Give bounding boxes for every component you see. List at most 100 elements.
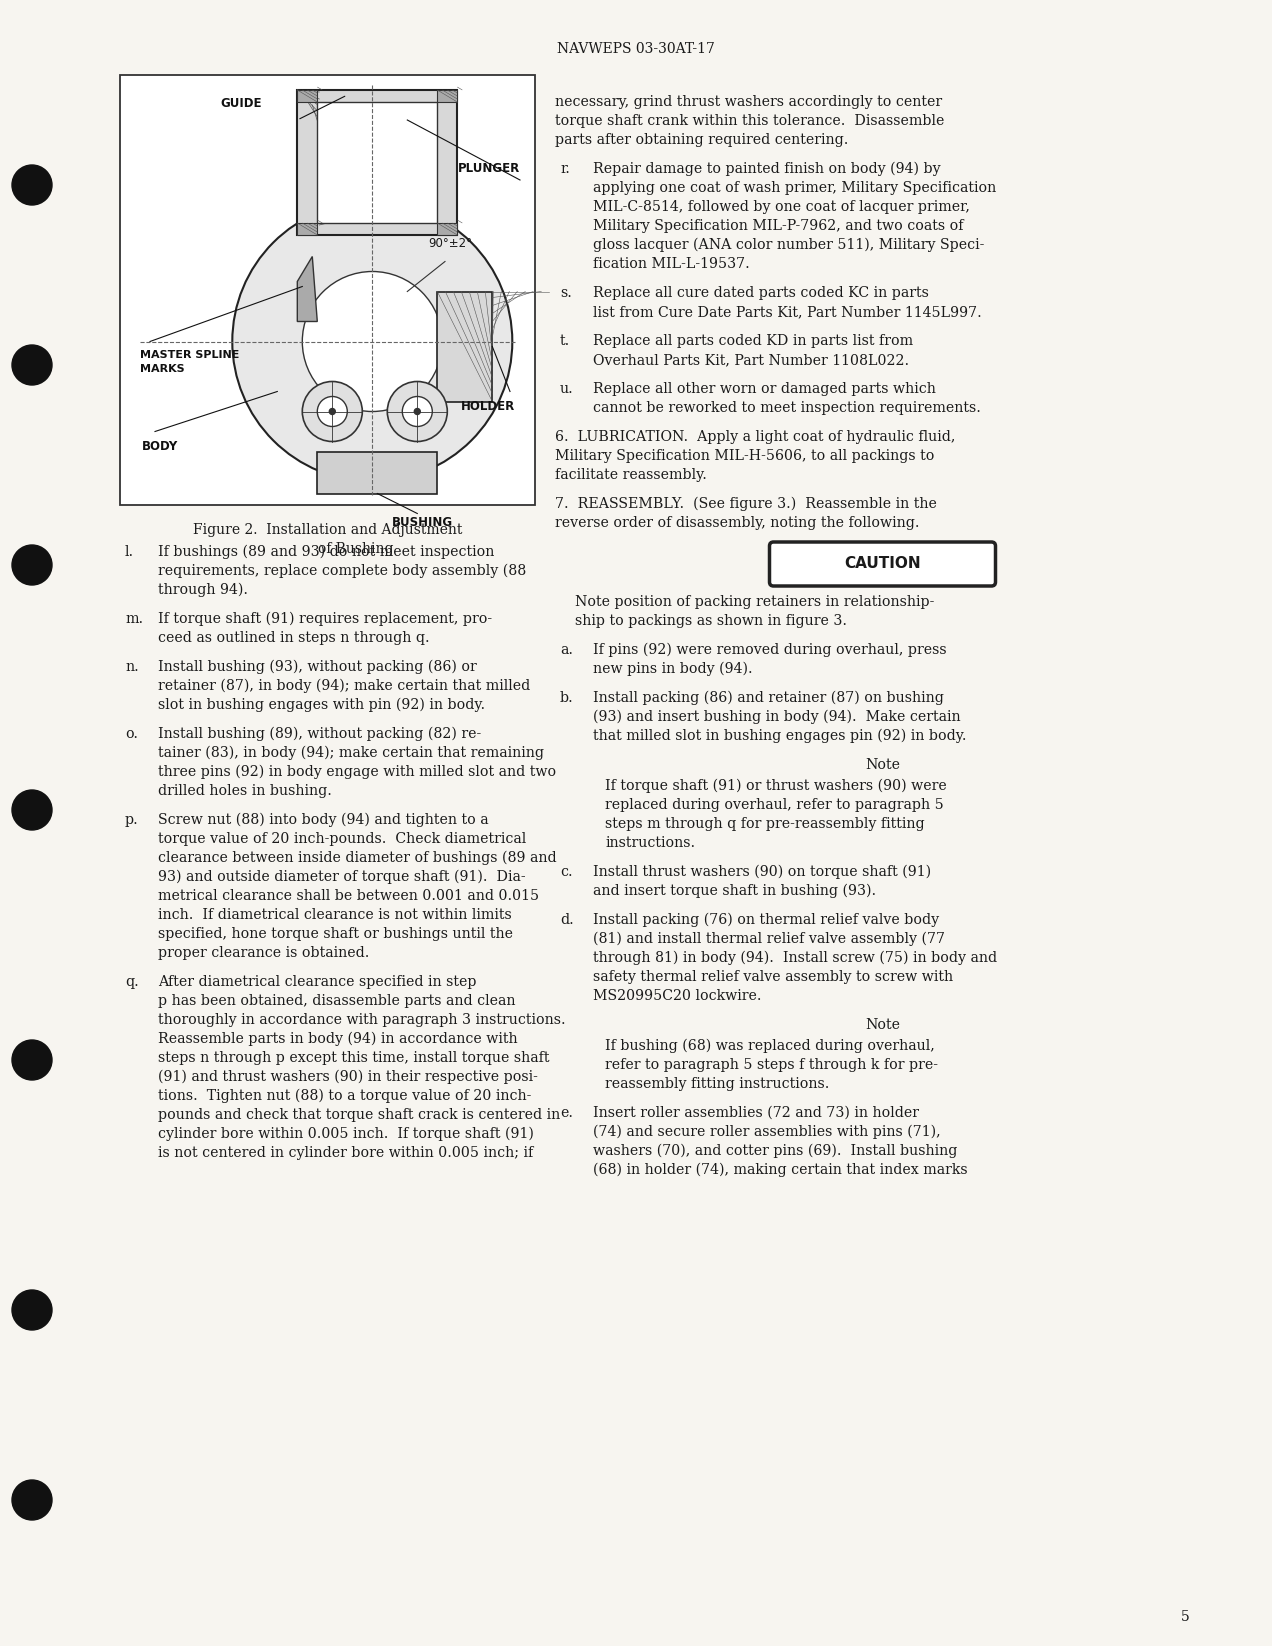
Text: thoroughly in accordance with paragraph 3 instructions.: thoroughly in accordance with paragraph …	[158, 1012, 566, 1027]
Text: Figure 2.  Installation and Adjustment: Figure 2. Installation and Adjustment	[193, 523, 462, 537]
Text: MS20995C20 lockwire.: MS20995C20 lockwire.	[593, 989, 762, 1002]
Circle shape	[415, 408, 420, 415]
Text: e.: e.	[560, 1106, 572, 1119]
Text: retainer (87), in body (94); make certain that milled: retainer (87), in body (94); make certai…	[158, 680, 530, 693]
Text: MIL-C-8514, followed by one coat of lacquer primer,: MIL-C-8514, followed by one coat of lacq…	[593, 201, 969, 214]
Circle shape	[11, 346, 52, 385]
Text: BUSHING: BUSHING	[392, 515, 453, 528]
Text: Repair damage to painted finish on body (94) by: Repair damage to painted finish on body …	[593, 161, 940, 176]
Text: MASTER SPLINE: MASTER SPLINE	[140, 349, 239, 359]
Text: through 94).: through 94).	[158, 583, 248, 597]
Bar	[298, 222, 317, 235]
Text: NAVWEPS 03-30AT-17: NAVWEPS 03-30AT-17	[557, 43, 715, 56]
Text: drilled holes in bushing.: drilled holes in bushing.	[158, 783, 332, 798]
Text: new pins in body (94).: new pins in body (94).	[593, 662, 753, 677]
Circle shape	[329, 408, 336, 415]
Text: Insert roller assemblies (72 and 73) in holder: Insert roller assemblies (72 and 73) in …	[593, 1106, 918, 1119]
Text: q.: q.	[125, 974, 139, 989]
FancyBboxPatch shape	[770, 542, 996, 586]
Text: BODY: BODY	[142, 439, 178, 453]
Text: t.: t.	[560, 334, 570, 347]
Bar	[438, 91, 458, 102]
Text: Replace all other worn or damaged parts which: Replace all other worn or damaged parts …	[593, 382, 936, 397]
Text: Install bushing (89), without packing (82) re-: Install bushing (89), without packing (8…	[158, 728, 481, 741]
Text: requirements, replace complete body assembly (88: requirements, replace complete body asse…	[158, 565, 527, 578]
Bar	[298, 91, 458, 235]
Polygon shape	[298, 257, 317, 321]
Text: Install packing (86) and retainer (87) on bushing: Install packing (86) and retainer (87) o…	[593, 691, 944, 706]
Text: If torque shaft (91) or thrust washers (90) were: If torque shaft (91) or thrust washers (…	[605, 779, 946, 793]
Text: safety thermal relief valve assembly to screw with: safety thermal relief valve assembly to …	[593, 969, 953, 984]
Text: through 81) in body (94).  Install screw (75) in body and: through 81) in body (94). Install screw …	[593, 951, 997, 966]
Circle shape	[303, 272, 443, 412]
Bar	[438, 291, 492, 402]
Text: (93) and insert bushing in body (94).  Make certain: (93) and insert bushing in body (94). Ma…	[593, 709, 960, 724]
Text: If pins (92) were removed during overhaul, press: If pins (92) were removed during overhau…	[593, 644, 946, 657]
Text: applying one coat of wash primer, Military Specification: applying one coat of wash primer, Milita…	[593, 181, 996, 194]
Circle shape	[387, 382, 448, 441]
Circle shape	[303, 382, 363, 441]
Text: Install bushing (93), without packing (86) or: Install bushing (93), without packing (8…	[158, 660, 477, 675]
Text: proper clearance is obtained.: proper clearance is obtained.	[158, 946, 369, 960]
Text: instructions.: instructions.	[605, 836, 695, 849]
Text: After diametrical clearance specified in step: After diametrical clearance specified in…	[158, 974, 477, 989]
Text: (74) and secure roller assemblies with pins (71),: (74) and secure roller assemblies with p…	[593, 1124, 940, 1139]
Text: tions.  Tighten nut (88) to a torque value of 20 inch-: tions. Tighten nut (88) to a torque valu…	[158, 1090, 532, 1103]
Text: washers (70), and cotter pins (69).  Install bushing: washers (70), and cotter pins (69). Inst…	[593, 1144, 958, 1159]
Text: If bushing (68) was replaced during overhaul,: If bushing (68) was replaced during over…	[605, 1039, 935, 1053]
Text: steps n through p except this time, install torque shaft: steps n through p except this time, inst…	[158, 1052, 550, 1065]
Text: b.: b.	[560, 691, 574, 704]
Text: Military Specification MIL-P-7962, and two coats of: Military Specification MIL-P-7962, and t…	[593, 219, 963, 234]
Text: three pins (92) in body engage with milled slot and two: three pins (92) in body engage with mill…	[158, 765, 556, 780]
Text: (81) and install thermal relief valve assembly (77: (81) and install thermal relief valve as…	[593, 932, 945, 946]
Text: tainer (83), in body (94); make certain that remaining: tainer (83), in body (94); make certain …	[158, 746, 544, 760]
Text: is not centered in cylinder bore within 0.005 inch; if: is not centered in cylinder bore within …	[158, 1146, 533, 1160]
Text: that milled slot in bushing engages pin (92) in body.: that milled slot in bushing engages pin …	[593, 729, 967, 744]
Circle shape	[11, 1040, 52, 1080]
Text: If torque shaft (91) requires replacement, pro-: If torque shaft (91) requires replacemen…	[158, 612, 492, 627]
Bar	[438, 222, 458, 235]
Text: Note: Note	[865, 1017, 901, 1032]
Text: (68) in holder (74), making certain that index marks: (68) in holder (74), making certain that…	[593, 1164, 968, 1177]
Text: Replace all cure dated parts coded KC in parts: Replace all cure dated parts coded KC in…	[593, 286, 929, 300]
Text: 93) and outside diameter of torque shaft (91).  Dia-: 93) and outside diameter of torque shaft…	[158, 871, 525, 884]
Bar	[317, 102, 438, 222]
Text: torque shaft crank within this tolerance.  Disassemble: torque shaft crank within this tolerance…	[555, 114, 944, 128]
Text: Military Specification MIL-H-5606, to all packings to: Military Specification MIL-H-5606, to al…	[555, 449, 935, 463]
Text: Install thrust washers (90) on torque shaft (91): Install thrust washers (90) on torque sh…	[593, 866, 931, 879]
Circle shape	[11, 1290, 52, 1330]
Text: pounds and check that torque shaft crack is centered in: pounds and check that torque shaft crack…	[158, 1108, 560, 1123]
Circle shape	[317, 397, 347, 426]
Text: clearance between inside diameter of bushings (89 and: clearance between inside diameter of bus…	[158, 851, 557, 866]
Text: Note: Note	[865, 759, 901, 772]
Text: specified, hone torque shaft or bushings until the: specified, hone torque shaft or bushings…	[158, 927, 513, 942]
Bar	[298, 91, 317, 102]
Circle shape	[11, 545, 52, 584]
Text: necessary, grind thrust washers accordingly to center: necessary, grind thrust washers accordin…	[555, 95, 943, 109]
Circle shape	[11, 165, 52, 206]
Text: 7.  REASSEMBLY.  (See figure 3.)  Reassemble in the: 7. REASSEMBLY. (See figure 3.) Reassembl…	[555, 497, 937, 512]
Text: 90°±2°: 90°±2°	[427, 237, 472, 250]
Text: Screw nut (88) into body (94) and tighten to a: Screw nut (88) into body (94) and tighte…	[158, 813, 488, 828]
Text: n.: n.	[125, 660, 139, 673]
Circle shape	[233, 201, 513, 482]
Text: p has been obtained, disassemble parts and clean: p has been obtained, disassemble parts a…	[158, 994, 515, 1007]
Text: c.: c.	[560, 866, 572, 879]
Text: o.: o.	[125, 728, 137, 741]
Text: Install packing (76) on thermal relief valve body: Install packing (76) on thermal relief v…	[593, 914, 939, 927]
Text: of Bushing: of Bushing	[261, 542, 394, 556]
Text: slot in bushing engages with pin (92) in body.: slot in bushing engages with pin (92) in…	[158, 698, 485, 713]
Text: ceed as outlined in steps n through q.: ceed as outlined in steps n through q.	[158, 630, 430, 645]
Text: PLUNGER: PLUNGER	[458, 161, 520, 174]
Bar	[120, 76, 536, 505]
Text: MARKS: MARKS	[140, 364, 184, 374]
Text: Overhaul Parts Kit, Part Number 1108L022.: Overhaul Parts Kit, Part Number 1108L022…	[593, 352, 909, 367]
Text: Reassemble parts in body (94) in accordance with: Reassemble parts in body (94) in accorda…	[158, 1032, 518, 1047]
Text: reassembly fitting instructions.: reassembly fitting instructions.	[605, 1076, 829, 1091]
Text: HOLDER: HOLDER	[460, 400, 515, 413]
Text: Note position of packing retainers in relationship-: Note position of packing retainers in re…	[575, 594, 935, 609]
Text: If bushings (89 and 93) do not meet inspection: If bushings (89 and 93) do not meet insp…	[158, 545, 495, 560]
Text: p.: p.	[125, 813, 139, 826]
Bar	[317, 451, 438, 494]
Circle shape	[402, 397, 432, 426]
